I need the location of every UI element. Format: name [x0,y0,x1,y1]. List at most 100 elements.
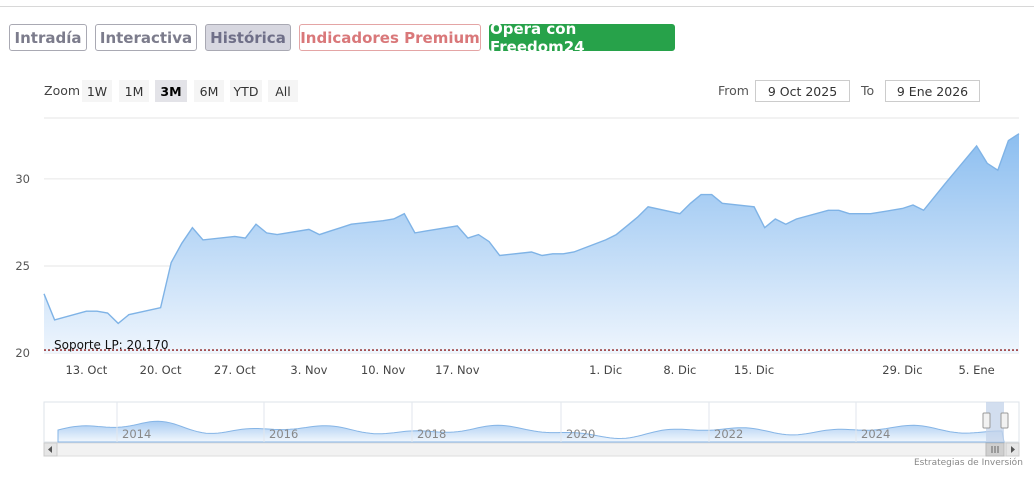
data-point[interactable] [985,161,989,165]
data-point[interactable] [646,205,650,209]
to-date-input[interactable]: 9 Ene 2026 [885,80,980,102]
opera-freedom24-button[interactable]: Opera con Freedom24 [489,20,675,56]
data-point[interactable] [943,182,947,186]
data-point[interactable] [900,207,904,211]
from-date-input[interactable]: 9 Oct 2025 [755,80,850,102]
data-point[interactable] [169,261,173,265]
zoom-all-button[interactable]: All [268,80,298,102]
data-point[interactable] [551,252,555,256]
data-point[interactable] [275,233,279,237]
data-point[interactable] [922,208,926,212]
data-point[interactable] [614,233,618,237]
data-point[interactable] [636,215,640,219]
navigator[interactable]: 2014 2016 2018 2020 2022 2024 [43,401,1020,443]
data-point[interactable] [127,313,131,317]
data-point[interactable] [116,321,120,325]
data-point[interactable] [455,224,459,228]
data-point[interactable] [847,212,851,216]
data-point[interactable] [53,318,57,322]
data-point[interactable] [1017,132,1021,136]
zoom-1m-button[interactable]: 1M [119,80,149,102]
arrow-right-icon [1011,446,1015,453]
data-point[interactable] [487,240,491,244]
data-point[interactable] [911,203,915,207]
data-point[interactable] [159,306,163,310]
data-point[interactable] [180,241,184,245]
data-point[interactable] [540,254,544,258]
data-point[interactable] [710,193,714,197]
credit-text: Estrategias de Inversión [914,458,1023,468]
data-point[interactable] [837,208,841,212]
data-point[interactable] [625,224,629,228]
data-point[interactable] [265,231,269,235]
x-tick-label: 29. Dic [882,363,922,377]
data-point[interactable] [1006,139,1010,143]
data-point[interactable] [95,309,99,313]
data-point[interactable] [243,236,247,240]
arrow-left-icon [48,446,52,453]
zoom-1w-button[interactable]: 1W [82,80,112,102]
navigator-left-handle[interactable] [982,412,991,429]
data-point[interactable] [466,236,470,240]
navigator-year-label: 2022 [714,427,743,441]
data-point[interactable] [689,201,693,205]
scrollbar[interactable] [43,442,1020,457]
data-point[interactable] [402,212,406,216]
x-tick-label: 27. Oct [214,363,256,377]
zoom-6m-button[interactable]: 6M [194,80,224,102]
tab-historica[interactable]: Histórica [205,24,291,51]
navigator-right-handle[interactable] [1000,412,1009,429]
data-point[interactable] [996,168,1000,172]
data-point[interactable] [349,222,353,226]
data-point[interactable] [254,222,258,226]
data-point[interactable] [604,238,608,242]
data-point[interactable] [339,226,343,230]
data-point[interactable] [763,226,767,230]
data-point[interactable] [413,231,417,235]
x-tick-label: 15. Dic [734,363,774,377]
data-point[interactable] [752,205,756,209]
data-point[interactable] [381,219,385,223]
data-point[interactable] [699,193,703,197]
data-point[interactable] [424,229,428,233]
data-point[interactable] [975,144,979,148]
navigator-year-label: 2020 [566,427,595,441]
navigator-year-label: 2024 [861,427,890,441]
data-point[interactable] [392,217,396,221]
grip-icon [991,446,999,453]
data-point[interactable] [678,212,682,216]
data-point[interactable] [572,250,576,254]
data-point[interactable] [720,201,724,205]
data-point[interactable] [307,227,311,231]
data-point[interactable] [84,309,88,313]
x-tick-label: 10. Nov [361,363,406,377]
navigator-year-label: 2014 [122,427,151,441]
x-tick-label: 20. Oct [140,363,182,377]
navigator-year-label: 2018 [417,427,446,441]
data-point[interactable] [530,250,534,254]
scrollbar-track[interactable] [43,442,1020,457]
data-point[interactable] [318,233,322,237]
data-point[interactable] [233,234,237,238]
tab-interactiva[interactable]: Interactiva [95,24,197,51]
data-point[interactable] [477,233,481,237]
navigator-selected-range[interactable] [986,402,1004,442]
tab-indicadores-premium[interactable]: Indicadores Premium [299,24,481,51]
data-point[interactable] [201,238,205,242]
data-point[interactable] [794,217,798,221]
data-point[interactable] [42,292,46,296]
y-tick-label: 25 [15,259,30,273]
zoom-3m-button[interactable]: 3M [155,80,187,102]
tab-intradia[interactable]: Intradía [9,24,87,51]
data-point[interactable] [190,226,194,230]
zoom-ytd-button[interactable]: YTD [230,80,262,102]
data-point[interactable] [561,252,565,256]
data-point[interactable] [328,229,332,233]
data-point[interactable] [106,311,110,315]
to-label: To [861,83,875,98]
data-point[interactable] [869,212,873,216]
data-point[interactable] [826,208,830,212]
data-point[interactable] [498,254,502,258]
data-point[interactable] [773,217,777,221]
data-point[interactable] [784,222,788,226]
